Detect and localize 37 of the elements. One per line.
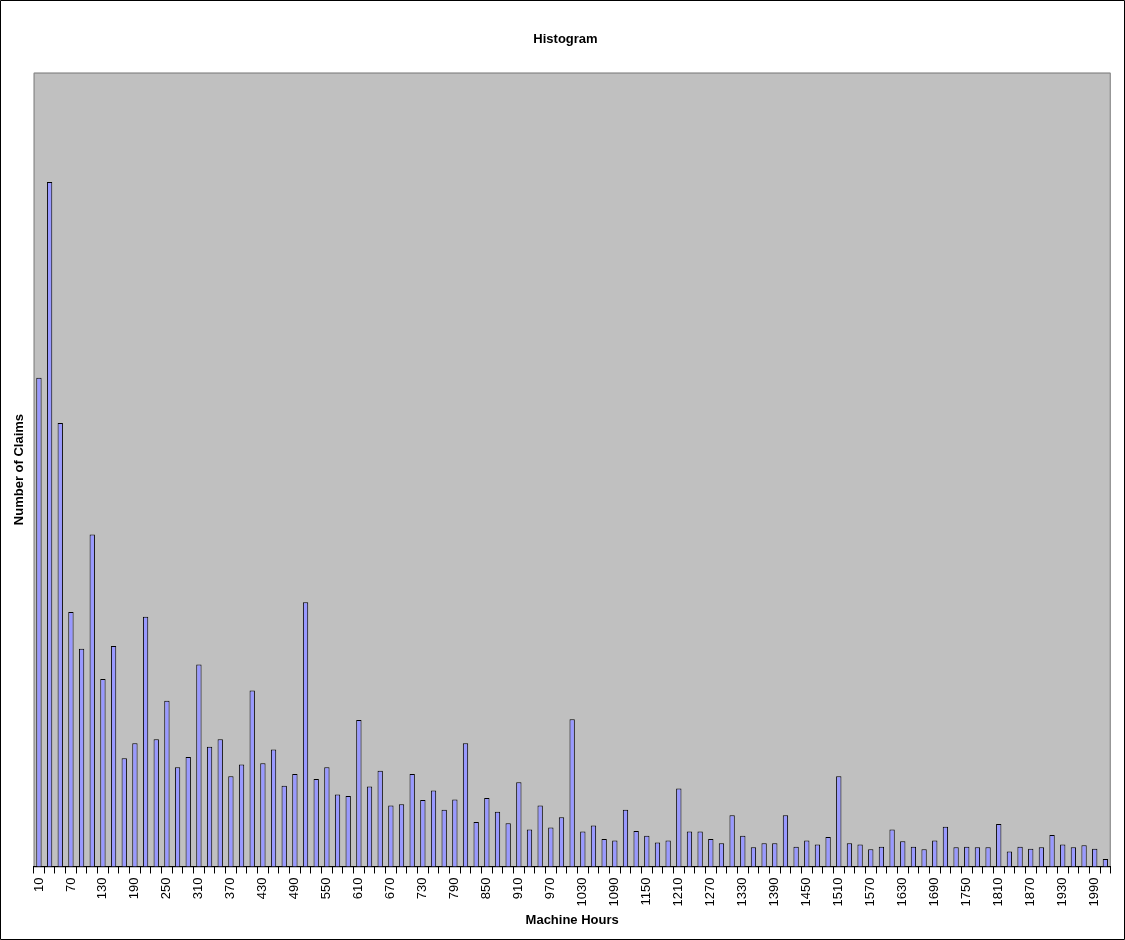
x-tick-label: 1090: [606, 877, 622, 907]
x-tick-label: 1030: [574, 877, 590, 907]
x-tick-label: 490: [286, 877, 302, 900]
x-tick-label: 1450: [798, 877, 814, 907]
x-tick-label: 1570: [862, 877, 878, 907]
x-tick-label: 1270: [702, 877, 718, 907]
x-tick-label: 730: [414, 877, 430, 900]
x-tick-label: 310: [190, 877, 206, 900]
x-tick-label: 1330: [734, 877, 750, 907]
x-tick-label: 130: [94, 877, 110, 900]
x-tick-label: 1810: [990, 877, 1006, 907]
x-tick-label: 910: [510, 877, 526, 900]
x-tick-label: 1390: [766, 877, 782, 907]
x-tick-label: 1870: [1022, 877, 1038, 907]
x-tick-label: 790: [446, 877, 462, 900]
x-tick-label: 70: [62, 877, 78, 892]
x-tick-label: 1990: [1086, 877, 1102, 907]
x-tick-label: 430: [254, 877, 270, 900]
x-tick-label: 1510: [830, 877, 846, 907]
x-tick-label: 370: [222, 877, 238, 900]
x-tick-label: 850: [478, 877, 494, 900]
x-tick-label: 610: [350, 877, 366, 900]
x-tick-label: 1150: [638, 877, 654, 906]
x-tick-label: 550: [318, 877, 334, 900]
y-axis-title: Number of Claims: [11, 413, 27, 526]
x-tick-label: 1630: [894, 877, 910, 907]
x-tick-label: 670: [382, 877, 398, 900]
x-tick-label: 1210: [670, 877, 686, 907]
x-tick-label: 1690: [926, 877, 942, 907]
chart-title: Histogram: [533, 31, 598, 47]
x-tick-label: 1930: [1054, 877, 1070, 907]
x-tick-label: 10: [30, 877, 46, 892]
x-tick-label: 970: [542, 877, 558, 900]
x-tick-label: 1750: [958, 877, 974, 907]
x-tick-label: 190: [126, 877, 142, 900]
x-tick-label: 250: [158, 877, 174, 900]
x-axis-title: Machine Hours: [525, 911, 619, 927]
